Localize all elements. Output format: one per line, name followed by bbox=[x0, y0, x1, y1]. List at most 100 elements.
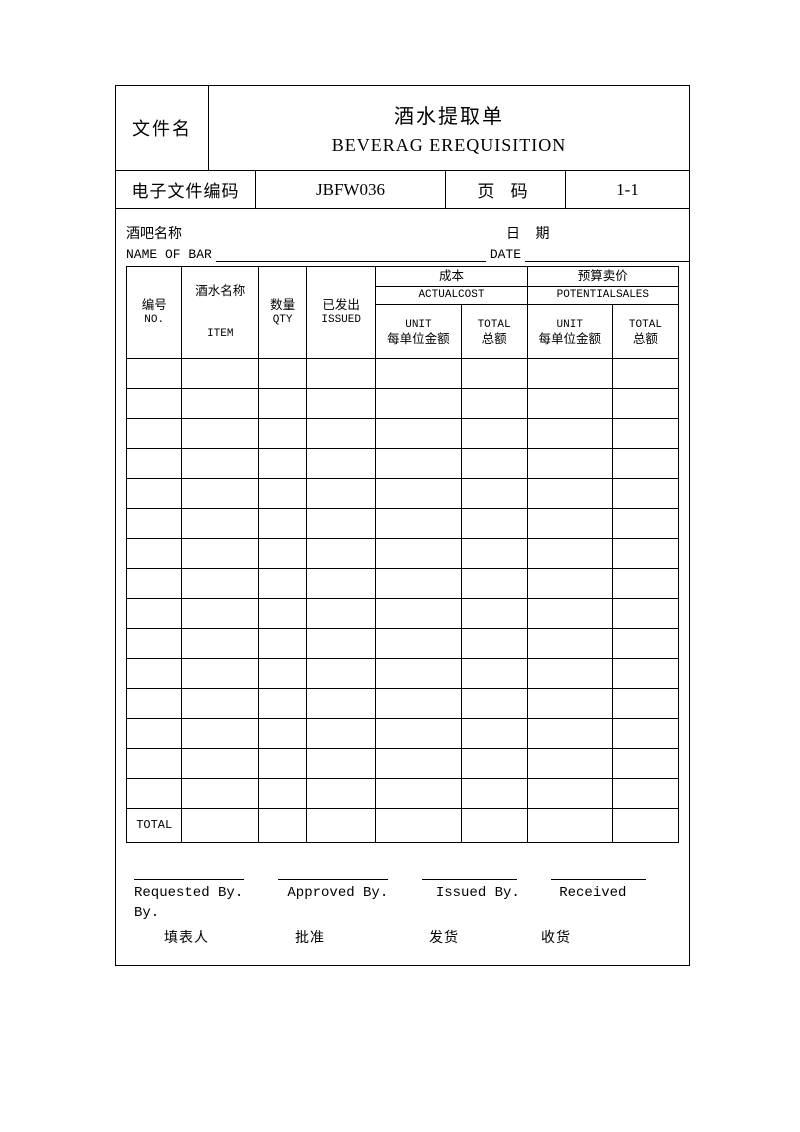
table-cell[interactable] bbox=[259, 449, 307, 479]
table-cell[interactable] bbox=[527, 629, 612, 659]
table-cell[interactable] bbox=[461, 449, 527, 479]
table-cell[interactable] bbox=[527, 389, 612, 419]
table-cell[interactable] bbox=[527, 599, 612, 629]
table-cell[interactable] bbox=[307, 809, 376, 843]
table-cell[interactable] bbox=[259, 419, 307, 449]
table-cell[interactable] bbox=[182, 749, 259, 779]
table-cell[interactable] bbox=[259, 749, 307, 779]
table-cell[interactable] bbox=[612, 809, 678, 843]
table-cell[interactable] bbox=[182, 419, 259, 449]
table-cell[interactable] bbox=[259, 599, 307, 629]
table-cell[interactable] bbox=[612, 749, 678, 779]
table-cell[interactable] bbox=[376, 689, 461, 719]
table-cell[interactable] bbox=[259, 659, 307, 689]
table-cell[interactable] bbox=[307, 659, 376, 689]
table-cell[interactable] bbox=[612, 359, 678, 389]
table-cell[interactable] bbox=[182, 539, 259, 569]
table-cell[interactable] bbox=[461, 359, 527, 389]
table-cell[interactable] bbox=[307, 749, 376, 779]
table-cell[interactable] bbox=[612, 449, 678, 479]
table-cell[interactable] bbox=[461, 419, 527, 449]
table-cell[interactable] bbox=[182, 599, 259, 629]
table-cell[interactable] bbox=[259, 779, 307, 809]
table-cell[interactable] bbox=[612, 509, 678, 539]
table-cell[interactable] bbox=[307, 389, 376, 419]
table-cell[interactable] bbox=[182, 779, 259, 809]
table-cell[interactable] bbox=[127, 539, 182, 569]
table-cell[interactable] bbox=[612, 419, 678, 449]
table-cell[interactable] bbox=[127, 749, 182, 779]
table-cell[interactable] bbox=[182, 359, 259, 389]
table-cell[interactable] bbox=[527, 509, 612, 539]
table-cell[interactable] bbox=[127, 479, 182, 509]
table-cell[interactable] bbox=[259, 719, 307, 749]
table-cell[interactable] bbox=[259, 809, 307, 843]
table-cell[interactable] bbox=[307, 719, 376, 749]
table-cell[interactable] bbox=[527, 749, 612, 779]
table-cell[interactable] bbox=[461, 689, 527, 719]
table-cell[interactable] bbox=[307, 599, 376, 629]
table-cell[interactable] bbox=[461, 629, 527, 659]
table-cell[interactable] bbox=[527, 779, 612, 809]
table-cell[interactable] bbox=[376, 419, 461, 449]
table-cell[interactable] bbox=[259, 539, 307, 569]
table-cell[interactable] bbox=[127, 689, 182, 719]
table-cell[interactable] bbox=[461, 749, 527, 779]
table-cell[interactable] bbox=[182, 719, 259, 749]
table-cell[interactable] bbox=[461, 509, 527, 539]
table-cell[interactable] bbox=[612, 689, 678, 719]
table-cell[interactable] bbox=[259, 569, 307, 599]
table-cell[interactable] bbox=[527, 539, 612, 569]
table-cell[interactable] bbox=[527, 719, 612, 749]
table-cell[interactable] bbox=[376, 389, 461, 419]
table-cell[interactable] bbox=[612, 779, 678, 809]
table-cell[interactable] bbox=[182, 629, 259, 659]
table-cell[interactable] bbox=[182, 569, 259, 599]
table-cell[interactable] bbox=[527, 809, 612, 843]
table-cell[interactable] bbox=[612, 659, 678, 689]
table-cell[interactable] bbox=[461, 479, 527, 509]
table-cell[interactable] bbox=[527, 569, 612, 599]
table-cell[interactable] bbox=[127, 659, 182, 689]
table-cell[interactable] bbox=[127, 569, 182, 599]
table-cell[interactable] bbox=[182, 479, 259, 509]
table-cell[interactable] bbox=[307, 479, 376, 509]
table-cell[interactable] bbox=[612, 539, 678, 569]
table-cell[interactable] bbox=[527, 449, 612, 479]
table-cell[interactable] bbox=[182, 659, 259, 689]
table-cell[interactable] bbox=[182, 809, 259, 843]
table-cell[interactable] bbox=[376, 779, 461, 809]
table-cell[interactable] bbox=[127, 779, 182, 809]
table-cell[interactable] bbox=[612, 599, 678, 629]
signature-line[interactable] bbox=[278, 879, 388, 880]
table-cell[interactable] bbox=[127, 719, 182, 749]
table-cell[interactable] bbox=[461, 779, 527, 809]
table-cell[interactable] bbox=[259, 479, 307, 509]
table-cell[interactable] bbox=[127, 449, 182, 479]
table-cell[interactable] bbox=[376, 449, 461, 479]
table-cell[interactable] bbox=[307, 569, 376, 599]
table-cell[interactable] bbox=[612, 569, 678, 599]
table-cell[interactable] bbox=[376, 629, 461, 659]
table-cell[interactable] bbox=[527, 419, 612, 449]
table-cell[interactable] bbox=[259, 359, 307, 389]
table-cell[interactable] bbox=[259, 509, 307, 539]
table-cell[interactable] bbox=[127, 599, 182, 629]
bar-name-input-line[interactable] bbox=[216, 252, 486, 262]
table-cell[interactable] bbox=[259, 389, 307, 419]
table-cell[interactable] bbox=[127, 419, 182, 449]
table-cell[interactable] bbox=[461, 599, 527, 629]
table-cell[interactable] bbox=[527, 659, 612, 689]
date-input-line[interactable] bbox=[525, 252, 689, 262]
table-cell[interactable] bbox=[127, 629, 182, 659]
table-cell[interactable] bbox=[259, 629, 307, 659]
table-cell[interactable] bbox=[127, 389, 182, 419]
table-cell[interactable] bbox=[527, 359, 612, 389]
table-cell[interactable] bbox=[527, 479, 612, 509]
table-cell[interactable] bbox=[182, 389, 259, 419]
table-cell[interactable] bbox=[307, 629, 376, 659]
table-cell[interactable] bbox=[307, 779, 376, 809]
table-cell[interactable] bbox=[461, 809, 527, 843]
table-cell[interactable] bbox=[612, 629, 678, 659]
table-cell[interactable] bbox=[182, 509, 259, 539]
